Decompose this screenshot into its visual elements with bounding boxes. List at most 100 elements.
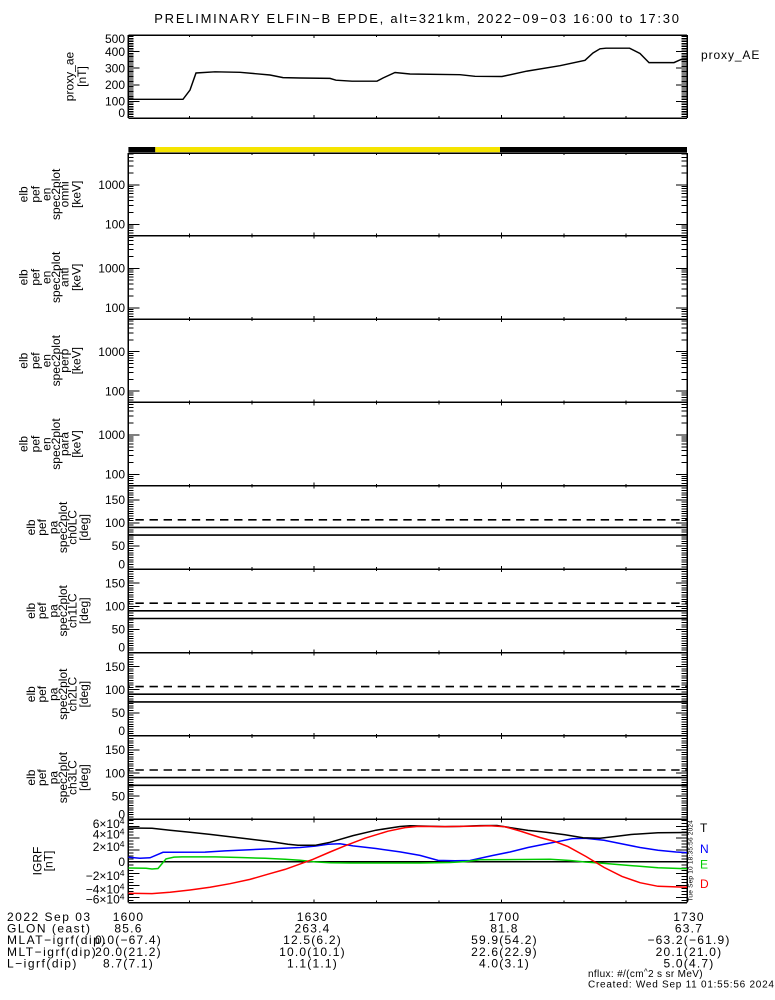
svg-text:MLAT−igrf(dip): MLAT−igrf(dip)	[7, 933, 107, 947]
svg-text:20.0(21.2): 20.0(21.2)	[95, 945, 162, 959]
svg-text:pef: pef	[29, 435, 43, 452]
svg-text:anti: anti	[58, 268, 72, 287]
svg-text:[deg]: [deg]	[77, 597, 91, 624]
svg-text:spec2plot: spec2plot	[56, 751, 70, 803]
svg-text:[nT]: [nT]	[75, 66, 89, 87]
svg-text:elb: elb	[24, 519, 38, 535]
svg-text:1000: 1000	[98, 178, 125, 192]
svg-text:50: 50	[112, 539, 126, 553]
svg-text:proxy_ae: proxy_ae	[63, 51, 77, 101]
svg-text:en: en	[40, 271, 54, 284]
svg-text:50: 50	[112, 706, 126, 720]
svg-text:en: en	[40, 437, 54, 450]
svg-text:150: 150	[105, 576, 125, 590]
svg-text:12.5(6.2): 12.5(6.2)	[283, 933, 342, 947]
svg-text:elb: elb	[17, 269, 31, 285]
svg-text:N: N	[700, 842, 709, 856]
svg-text:20.1(21.0): 20.1(21.0)	[656, 945, 723, 959]
svg-text:150: 150	[105, 743, 125, 757]
svg-text:ch2LC: ch2LC	[65, 677, 79, 712]
svg-text:50: 50	[112, 623, 126, 637]
svg-text:pef: pef	[35, 769, 49, 786]
svg-text:−4×104: −4×104	[86, 882, 125, 897]
svg-text:spec2plot: spec2plot	[56, 584, 70, 636]
svg-text:0: 0	[118, 641, 125, 655]
svg-text:100: 100	[105, 95, 125, 109]
svg-text:1000: 1000	[98, 262, 125, 276]
svg-text:50: 50	[112, 789, 126, 803]
svg-text:4×104: 4×104	[93, 827, 125, 842]
svg-text:100: 100	[105, 468, 125, 482]
svg-text:−2×104: −2×104	[86, 868, 125, 883]
svg-text:pef: pef	[35, 602, 49, 619]
svg-text:100: 100	[105, 301, 125, 315]
svg-text:GLON (east): GLON (east)	[7, 922, 92, 936]
svg-text:ch0LC: ch0LC	[65, 510, 79, 545]
svg-text:0: 0	[118, 808, 125, 822]
svg-text:[deg]: [deg]	[77, 764, 91, 791]
svg-text:pa: pa	[46, 687, 60, 701]
svg-text:1.1(1.1): 1.1(1.1)	[287, 956, 338, 970]
svg-text:63.7: 63.7	[675, 922, 703, 936]
svg-text:[deg]: [deg]	[77, 514, 91, 541]
svg-text:1600: 1600	[113, 910, 145, 924]
svg-text:0: 0	[118, 106, 125, 120]
svg-text:6×104: 6×104	[93, 816, 125, 831]
svg-text:81.8: 81.8	[490, 922, 518, 936]
svg-text:1000: 1000	[98, 345, 125, 359]
svg-text:Tue Sep 10 18:35:56 2024: Tue Sep 10 18:35:56 2024	[688, 820, 695, 902]
svg-text:elb: elb	[24, 686, 38, 702]
svg-text:PRELIMINARY ELFIN−B EPDE, alt=: PRELIMINARY ELFIN−B EPDE, alt=321km, 202…	[154, 11, 680, 26]
svg-text:pef: pef	[35, 518, 49, 535]
svg-text:L−igrf(dip): L−igrf(dip)	[7, 956, 78, 970]
svg-text:−63.2(−61.9): −63.2(−61.9)	[647, 933, 730, 947]
svg-text:1630: 1630	[297, 910, 329, 924]
svg-text:ch1LC: ch1LC	[65, 593, 79, 628]
svg-text:59.9(54.2): 59.9(54.2)	[471, 933, 538, 947]
svg-text:elb: elb	[24, 602, 38, 618]
svg-text:elb: elb	[24, 769, 38, 785]
svg-text:300: 300	[105, 61, 125, 75]
svg-text:para: para	[58, 432, 72, 456]
svg-text:pef: pef	[29, 185, 43, 202]
svg-text:22.6(22.9): 22.6(22.9)	[471, 945, 538, 959]
svg-text:T: T	[700, 821, 708, 835]
svg-text:400: 400	[105, 45, 125, 59]
svg-text:spec2plot: spec2plot	[56, 668, 70, 720]
svg-text:−6×104: −6×104	[86, 892, 125, 907]
svg-text:en: en	[40, 188, 54, 201]
svg-text:pef: pef	[29, 352, 43, 369]
svg-text:D: D	[700, 877, 709, 891]
svg-text:0: 0	[118, 855, 125, 869]
svg-text:100: 100	[105, 683, 125, 697]
svg-text:spec2plot: spec2plot	[56, 501, 70, 553]
svg-text:elb: elb	[17, 352, 31, 368]
svg-text:MLT−igrf(dip): MLT−igrf(dip)	[7, 945, 97, 959]
svg-text:2022 Sep 03: 2022 Sep 03	[7, 910, 92, 924]
svg-text:85.6: 85.6	[114, 922, 142, 936]
svg-text:1730: 1730	[673, 910, 705, 924]
svg-text:spec2plot: spec2plot	[49, 168, 63, 220]
svg-text:5.0(4.7): 5.0(4.7)	[664, 956, 715, 970]
svg-text:IGRF: IGRF	[31, 847, 45, 876]
svg-text:pa: pa	[46, 604, 60, 618]
svg-text:ch3LC: ch3LC	[65, 760, 79, 795]
svg-text:4.0(3.1): 4.0(3.1)	[479, 956, 530, 970]
svg-text:Created: Wed Sep 11 01:55:56 2: Created: Wed Sep 11 01:55:56 2024	[588, 980, 775, 991]
svg-text:elb: elb	[17, 186, 31, 202]
svg-text:263.4: 263.4	[294, 922, 330, 936]
svg-text:spec2plot: spec2plot	[49, 418, 63, 470]
svg-text:1700: 1700	[489, 910, 521, 924]
svg-text:elb: elb	[17, 436, 31, 452]
svg-text:1000: 1000	[98, 428, 125, 442]
svg-text:100: 100	[105, 516, 125, 530]
svg-text:100: 100	[105, 600, 125, 614]
svg-text:spec2plot: spec2plot	[49, 334, 63, 386]
svg-text:[keV]: [keV]	[70, 430, 84, 457]
svg-text:E: E	[700, 858, 708, 872]
svg-text:[keV]: [keV]	[70, 181, 84, 208]
svg-text:10.0(10.1): 10.0(10.1)	[279, 945, 346, 959]
svg-text:150: 150	[105, 493, 125, 507]
svg-text:[keV]: [keV]	[70, 264, 84, 291]
svg-text:150: 150	[105, 660, 125, 674]
